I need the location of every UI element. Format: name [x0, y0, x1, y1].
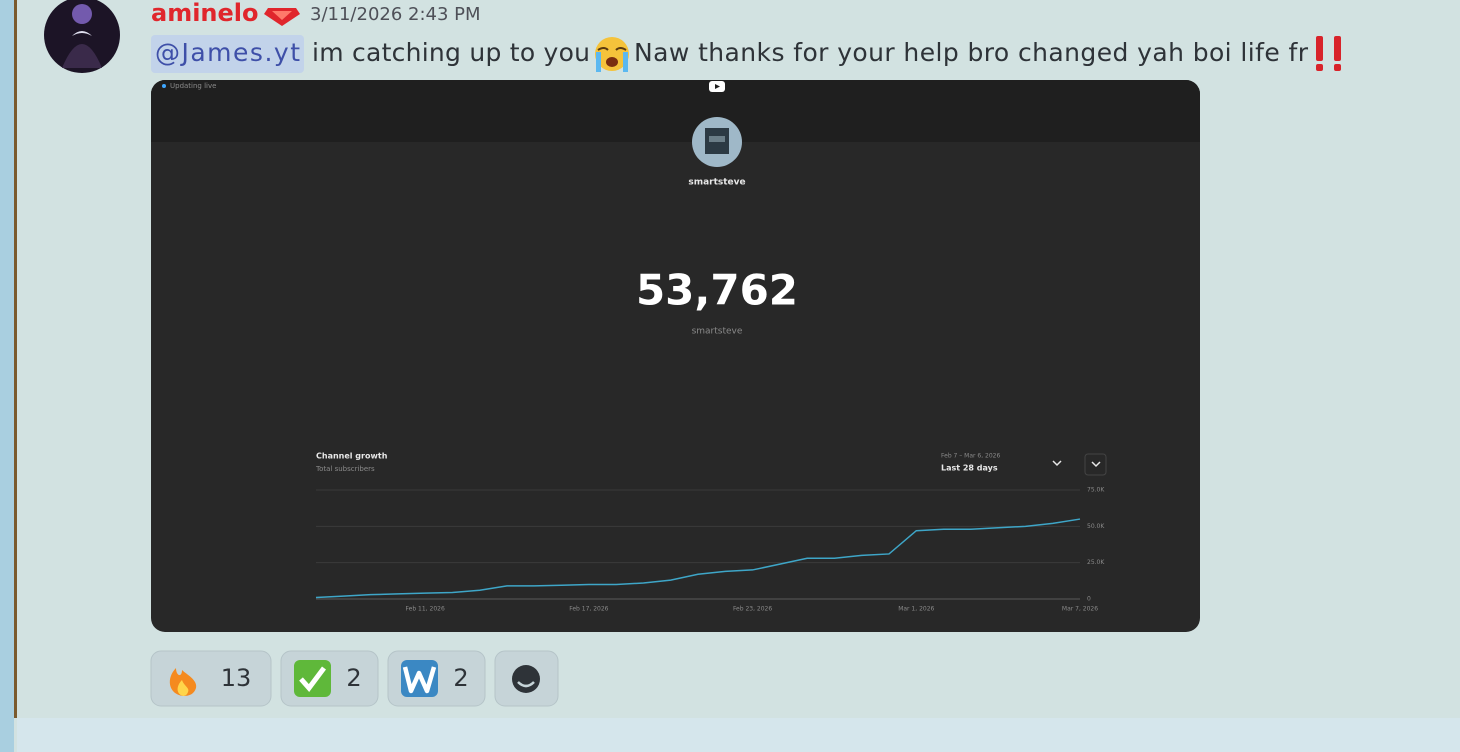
message-text: im catching up to you [312, 38, 590, 67]
subscriber-count: 53,762 [636, 266, 798, 315]
date-range: Feb 7 – Mar 6, 2026 [941, 453, 1000, 460]
next-row [17, 718, 1460, 752]
x-tick-label: Mar 7, 2026 [1062, 606, 1098, 613]
message-text: Naw thanks for your help bro changed yah… [634, 38, 1309, 67]
mention-bg [151, 35, 304, 73]
smile-mouth [517, 681, 535, 688]
author-name[interactable]: aminelo [151, 0, 259, 27]
timestamp: 3/11/2026 2:43 PM [310, 4, 481, 25]
embed-status: Updating live [170, 82, 216, 90]
double-exclamation [1316, 36, 1341, 71]
y-tick-label: 0 [1087, 596, 1091, 603]
mention[interactable]: @James.yt [155, 38, 300, 67]
x-tick-label: Feb 17, 2026 [569, 606, 608, 613]
x-tick-label: Feb 23, 2026 [733, 606, 772, 613]
y-tick-label: 25.0K [1087, 559, 1105, 566]
fire-core [177, 680, 189, 696]
y-tick-label: 50.0K [1087, 523, 1105, 530]
channel-name: smartsteve [688, 178, 745, 188]
reaction-count: 2 [453, 664, 468, 692]
growth-line [315, 518, 1081, 599]
menu-button[interactable] [1084, 453, 1107, 476]
check-emoji [294, 660, 331, 697]
chart-title: Channel growth [316, 452, 388, 461]
reaction-count: 13 [221, 664, 252, 692]
reaction[interactable] [150, 650, 272, 707]
x-tick-label: Feb 11, 2026 [406, 606, 445, 613]
embed-image[interactable] [151, 80, 1200, 632]
reaction-buttons [150, 650, 559, 707]
menu-arrow [1091, 461, 1101, 468]
fire-emoji [169, 668, 197, 696]
side-strip [0, 0, 14, 752]
author-avatar[interactable] [44, 0, 120, 73]
reaction-count: 2 [346, 664, 361, 692]
smile-icon [512, 665, 540, 693]
w-glyph [402, 666, 437, 694]
count-caption: smartsteve [692, 327, 743, 337]
y-tick-label: 75.0K [1087, 487, 1105, 494]
dropdown-arrow[interactable] [1052, 460, 1062, 467]
x-tick-label: Mar 1, 2026 [898, 606, 934, 613]
chart-subtitle: Total subscribers [315, 465, 375, 473]
crying-emoji [595, 37, 629, 72]
check-mark [299, 666, 326, 692]
role-icon [264, 8, 300, 26]
highlight-bar [14, 0, 17, 718]
period[interactable]: Last 28 days [941, 464, 998, 473]
